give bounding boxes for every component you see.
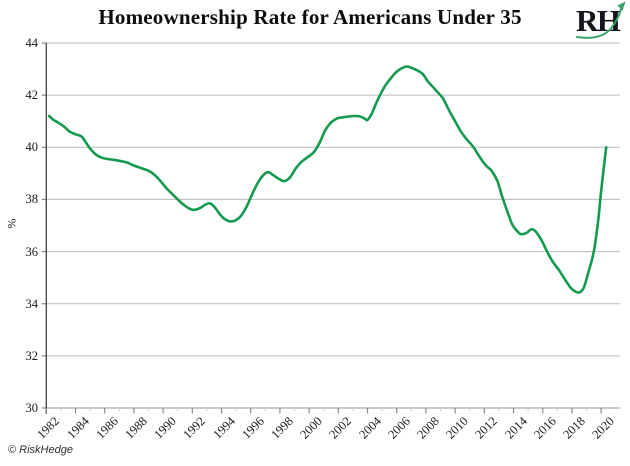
y-tick-label: 30 <box>25 401 39 415</box>
y-tick-label: 34 <box>25 296 39 311</box>
y-tick-label: 32 <box>25 348 39 363</box>
y-tick-label: 44 <box>25 36 39 50</box>
copyright-credit: © RiskHedge <box>8 444 73 456</box>
y-tick-label: 38 <box>25 192 39 207</box>
y-tick-label: 42 <box>25 88 39 103</box>
y-tick-label: 40 <box>25 140 39 155</box>
chart-title: Homeownership Rate for Americans Under 3… <box>98 5 522 29</box>
y-tick-label: 36 <box>25 244 39 259</box>
riskhedge-logo: RH <box>576 1 626 39</box>
data-line-series <box>47 65 608 294</box>
logo-rh-text: RH <box>576 3 621 38</box>
logo-arrow-icon <box>576 1 626 39</box>
